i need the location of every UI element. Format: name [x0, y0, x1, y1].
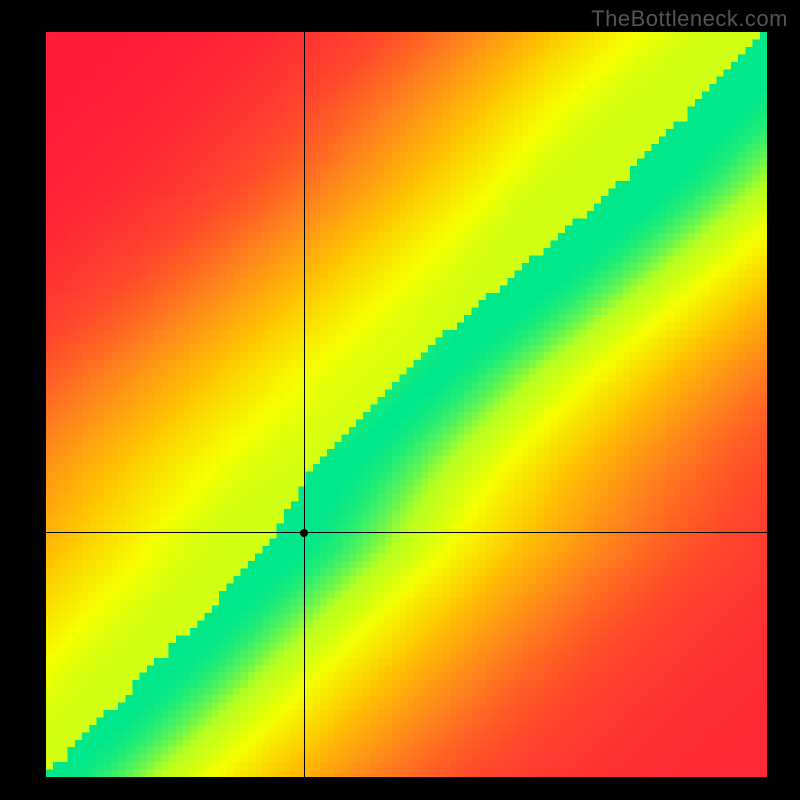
chart-container: TheBottleneck.com — [0, 0, 800, 800]
bottleneck-heatmap — [46, 32, 767, 777]
plot-area — [46, 32, 767, 777]
marker-dot — [300, 529, 308, 537]
crosshair-vertical — [304, 32, 305, 777]
crosshair-horizontal — [46, 532, 767, 533]
watermark: TheBottleneck.com — [591, 6, 788, 32]
